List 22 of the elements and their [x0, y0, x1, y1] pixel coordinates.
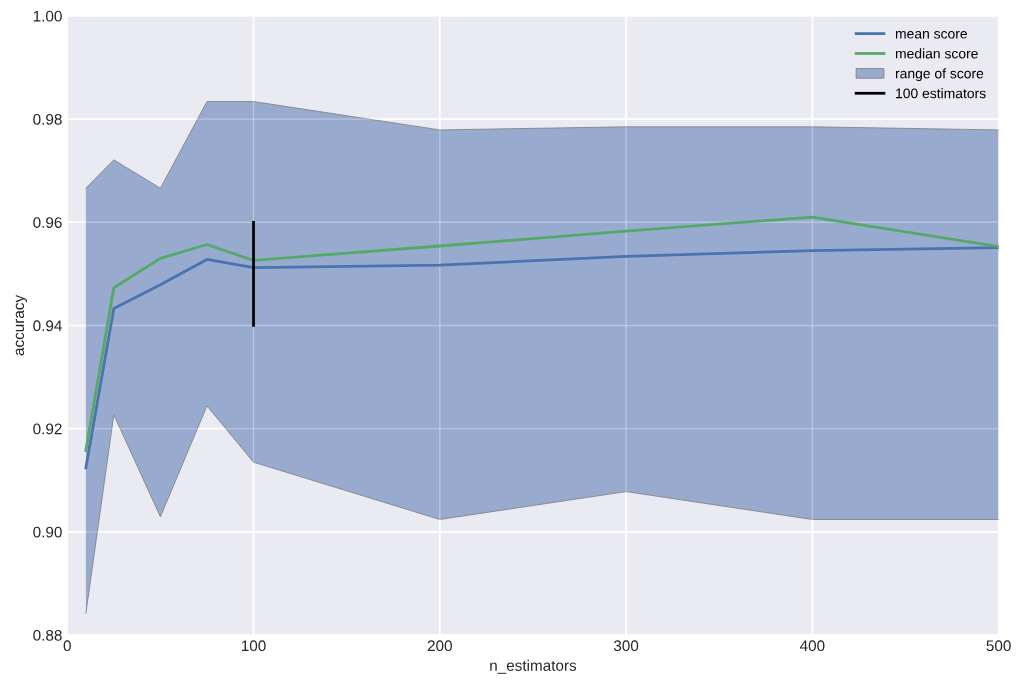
legend-label: median score	[895, 48, 978, 59]
y-tick-label: 0.98	[33, 113, 62, 125]
legend-label: range of score	[895, 68, 984, 82]
x-tick-label: 400	[799, 640, 825, 652]
x-tick-label: 300	[613, 640, 639, 652]
y-tick-label: 0.92	[33, 423, 62, 435]
y-tick-label: 0.90	[33, 526, 62, 538]
legend-label: mean score	[895, 30, 967, 39]
y-tick-label: 0.96	[33, 217, 62, 228]
line-series	[84, 215, 999, 452]
x-tick-label: 200	[427, 640, 452, 652]
y-tick-label: 0.88	[33, 629, 62, 641]
x-axis-title: n_estimators	[490, 659, 577, 674]
x-tick-label: 100	[241, 640, 266, 652]
x-tick-label: 0	[63, 640, 71, 652]
legend-label: 100 estimators	[896, 88, 986, 99]
x-tick-label: 500	[986, 640, 1011, 652]
line-series	[85, 405, 999, 614]
y-tick-label: 0.94	[33, 320, 62, 332]
line-series	[84, 246, 999, 470]
y-tick-label: 1.00	[33, 10, 62, 22]
y-axis-title: accuracy	[15, 294, 28, 356]
